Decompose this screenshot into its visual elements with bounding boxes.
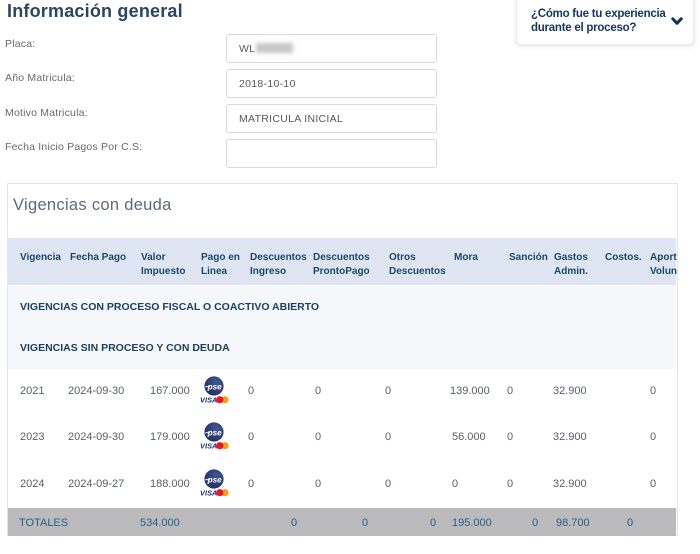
svg-text:pse: pse — [207, 475, 223, 484]
svg-text:pse: pse — [207, 428, 223, 437]
svg-text:VISA: VISA — [200, 441, 217, 450]
svg-text:VISA: VISA — [200, 395, 217, 404]
svg-text:pse: pse — [207, 382, 223, 391]
svg-text:VISA: VISA — [200, 488, 217, 497]
